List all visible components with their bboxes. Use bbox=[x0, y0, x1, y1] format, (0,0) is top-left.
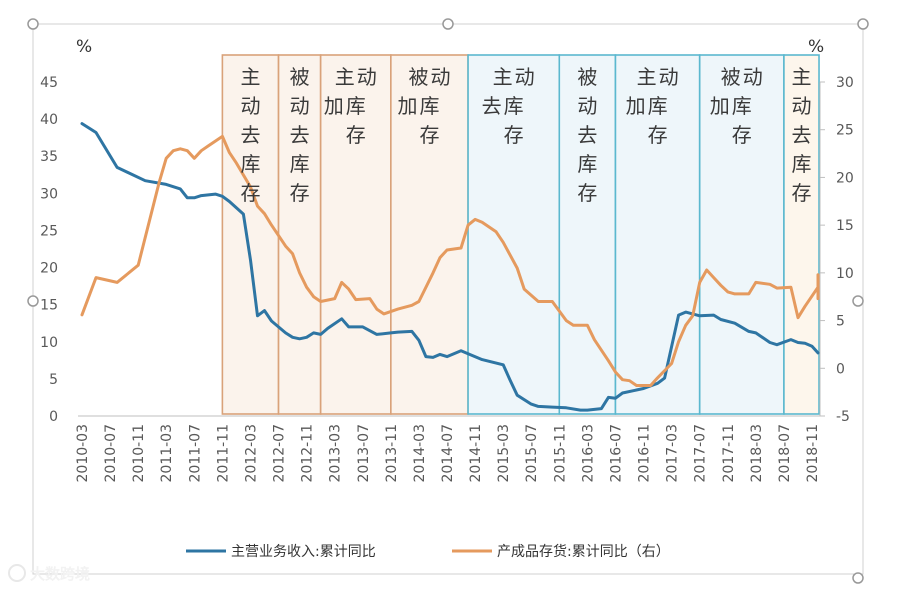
left-axis-tick-label: 10 bbox=[40, 335, 58, 351]
phase-label-1: 主动去库存 bbox=[240, 65, 260, 205]
x-axis-tick-label: 2016-07 bbox=[608, 424, 624, 483]
phase-band-7 bbox=[614, 54, 701, 415]
phase-label-7: 主动加 库存 bbox=[626, 65, 679, 147]
x-axis-tick-label: 2010-07 bbox=[103, 424, 119, 483]
x-axis-tick-label: 2014-07 bbox=[440, 424, 456, 483]
series-line-2 bbox=[80, 134, 820, 387]
right-axis-tick-label: 0 bbox=[836, 361, 845, 377]
legend: 主营业务收入:累计同比 产成品存货:累计同比（右） bbox=[186, 543, 670, 560]
left-axis-tick-label: 45 bbox=[40, 75, 58, 91]
legend-label-revenue: 主营业务收入:累计同比 bbox=[231, 544, 376, 560]
right-axis-tick-label: 15 bbox=[836, 218, 854, 234]
phase-band-8 bbox=[698, 54, 785, 415]
right-axis-unit: % bbox=[808, 37, 824, 57]
resize-handle-top-right[interactable] bbox=[857, 18, 869, 30]
right-axis-tick-label: 10 bbox=[836, 266, 854, 282]
x-axis-tick-label: 2014-03 bbox=[412, 424, 428, 483]
left-axis-tick-label: 25 bbox=[40, 223, 58, 239]
phase-bands bbox=[221, 54, 820, 415]
x-axis-tick-label: 2017-11 bbox=[721, 424, 737, 483]
x-axis-tick-label: 2010-03 bbox=[75, 424, 91, 483]
phase-band-9 bbox=[783, 54, 820, 415]
right-axis-tick-label: 5 bbox=[836, 314, 845, 330]
x-axis-tick-label: 2011-07 bbox=[187, 424, 203, 483]
left-axis-tick-label: 30 bbox=[40, 186, 58, 202]
resize-handle-top-middle[interactable] bbox=[442, 18, 454, 30]
series-line-1 bbox=[80, 122, 820, 412]
x-axis-tick-label: 2012-03 bbox=[243, 424, 259, 483]
left-axis-tick-label: 40 bbox=[40, 112, 58, 128]
axes: 0 5 10 15 20 25 30 35 40 45 -5 0 5 10 15 20 25 30 2010-03 2… bbox=[40, 75, 854, 483]
x-axis-tick-label: 2014-11 bbox=[468, 424, 484, 483]
right-axis-tick-label: -5 bbox=[836, 409, 850, 425]
phase-band-1 bbox=[221, 54, 280, 415]
right-axis-tick-label: 25 bbox=[836, 123, 854, 139]
phase-label-4: 被动加 库存 bbox=[397, 65, 450, 147]
x-axis-tick-label: 2015-03 bbox=[496, 424, 512, 483]
x-axis-tick-label: 2015-07 bbox=[524, 424, 540, 483]
left-axis-tick-label: 20 bbox=[40, 261, 58, 277]
phase-band-6 bbox=[558, 54, 617, 415]
left-axis-tick-label: 0 bbox=[49, 409, 58, 425]
phase-label-2: 被动去库存 bbox=[290, 65, 310, 205]
x-axis-tick-label: 2016-03 bbox=[580, 424, 596, 483]
left-axis-unit: % bbox=[76, 37, 92, 57]
watermark-text: 大数跨境 bbox=[30, 565, 90, 583]
x-axis-tick-label: 2017-03 bbox=[665, 424, 681, 483]
phase-band-3 bbox=[319, 54, 392, 415]
resize-handle-middle-left[interactable] bbox=[27, 295, 39, 307]
x-axis-tick-label: 2011-11 bbox=[215, 424, 231, 483]
x-axis-tick-label: 2017-07 bbox=[693, 424, 709, 483]
x-axis-tick-label: 2012-11 bbox=[300, 424, 316, 483]
x-axis-tick-label: 2013-03 bbox=[328, 424, 344, 483]
x-axis-tick-label: 2016-11 bbox=[637, 424, 653, 483]
watermark: 大数跨境 bbox=[8, 564, 90, 583]
resize-handle-bottom-right[interactable] bbox=[852, 572, 864, 584]
phase-label-9: 主动去库存 bbox=[791, 65, 811, 205]
series-lines bbox=[80, 122, 820, 412]
x-axis-tick-label: 2018-11 bbox=[805, 424, 821, 483]
x-axis-tick-label: 2013-11 bbox=[384, 424, 400, 483]
x-axis-tick-label: 2015-11 bbox=[552, 424, 568, 483]
resize-handle-middle-right[interactable] bbox=[852, 295, 864, 307]
phase-label-8: 被动加 库存 bbox=[710, 65, 763, 147]
phase-band-5 bbox=[467, 54, 561, 415]
x-axis-tick-label: 2013-07 bbox=[356, 424, 372, 483]
left-axis-tick-label: 5 bbox=[49, 372, 58, 388]
resize-handle-top-left[interactable] bbox=[27, 18, 39, 30]
x-axis-tick-label: 2018-03 bbox=[749, 424, 765, 483]
watermark-logo-icon bbox=[8, 564, 26, 582]
x-axis-tick-label: 2012-07 bbox=[272, 424, 288, 483]
x-axis-tick-label: 2018-07 bbox=[777, 424, 793, 483]
right-axis-tick-label: 30 bbox=[836, 75, 854, 91]
left-axis-tick-label: 15 bbox=[40, 298, 58, 314]
left-axis-tick-label: 35 bbox=[40, 149, 58, 165]
phase-label-5: 主动去 库存 bbox=[482, 65, 535, 147]
phase-band-2 bbox=[277, 54, 322, 415]
right-axis-tick-label: 20 bbox=[836, 170, 854, 186]
legend-label-inventory: 产成品存货:累计同比（右） bbox=[497, 543, 670, 560]
x-axis-tick-label: 2010-11 bbox=[131, 424, 147, 483]
x-axis-tick-label: 2011-03 bbox=[159, 424, 175, 483]
phase-label-6: 被动去库存 bbox=[577, 65, 597, 205]
phase-label-3: 主动加 库存 bbox=[324, 65, 377, 147]
